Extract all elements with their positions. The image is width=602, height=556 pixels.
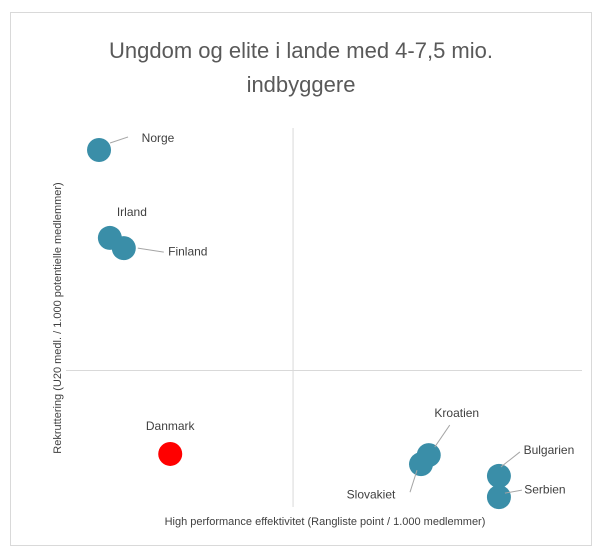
point	[486, 463, 511, 488]
leader-line	[409, 470, 418, 493]
point	[87, 137, 112, 162]
leader-line	[504, 489, 523, 494]
y-axis-label: Rekruttering (U20 medl. / 1.000 potentie…	[52, 182, 64, 453]
point	[409, 452, 434, 477]
chart-border	[10, 12, 592, 546]
point-label: Slovakiet	[347, 487, 396, 501]
point	[111, 236, 136, 261]
leader-line	[109, 136, 129, 144]
chart-title: Ungdom og elite i lande med 4-7,5 mio. i…	[109, 38, 493, 97]
point-label: Kroatien	[434, 406, 479, 420]
x-axis-label: High performance effektivitet (Rangliste…	[165, 516, 486, 528]
point-label: Serbien	[524, 482, 565, 496]
leader-line	[434, 424, 451, 448]
point-label: Danmark	[146, 419, 196, 433]
leader-line	[137, 247, 164, 253]
point-label: Finland	[168, 244, 207, 258]
point-label: Norge	[142, 131, 175, 145]
point	[158, 441, 183, 466]
point-label: Bulgarien	[524, 443, 575, 457]
point-label: Irland	[117, 205, 147, 219]
leader-line	[500, 451, 521, 468]
point	[486, 485, 511, 510]
